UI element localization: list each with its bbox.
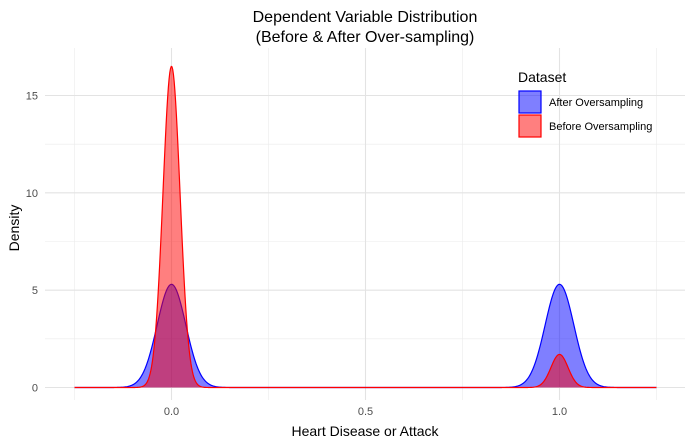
x-axis-ticks: 0.0 0.5 1.0 <box>164 406 567 418</box>
legend: Dataset After Oversampling Before Oversa… <box>518 69 652 138</box>
chart-title-line2: (Before & After Over-sampling) <box>256 29 475 46</box>
chart-title-line1: Dependent Variable Distribution <box>253 9 478 26</box>
x-tick-label: 0.5 <box>358 406 373 418</box>
legend-title: Dataset <box>518 69 566 85</box>
y-tick-label: 5 <box>32 285 38 297</box>
y-tick-label: 10 <box>26 188 38 200</box>
x-axis-title: Heart Disease or Attack <box>291 423 439 439</box>
legend-label-before: Before Oversampling <box>549 121 652 133</box>
x-tick-label: 0.0 <box>164 406 179 418</box>
legend-swatch-after <box>518 90 542 114</box>
legend-swatch-before <box>518 114 542 138</box>
y-tick-label: 0 <box>32 383 38 395</box>
density-line-before-oversampling <box>74 65 657 389</box>
legend-label-after: After Oversampling <box>549 97 643 109</box>
y-axis-title: Density <box>6 205 22 252</box>
density-areas <box>74 65 657 389</box>
x-tick-label: 1.0 <box>552 406 567 418</box>
y-tick-label: 15 <box>26 91 38 103</box>
y-axis-ticks: 0 5 10 15 <box>26 91 38 395</box>
